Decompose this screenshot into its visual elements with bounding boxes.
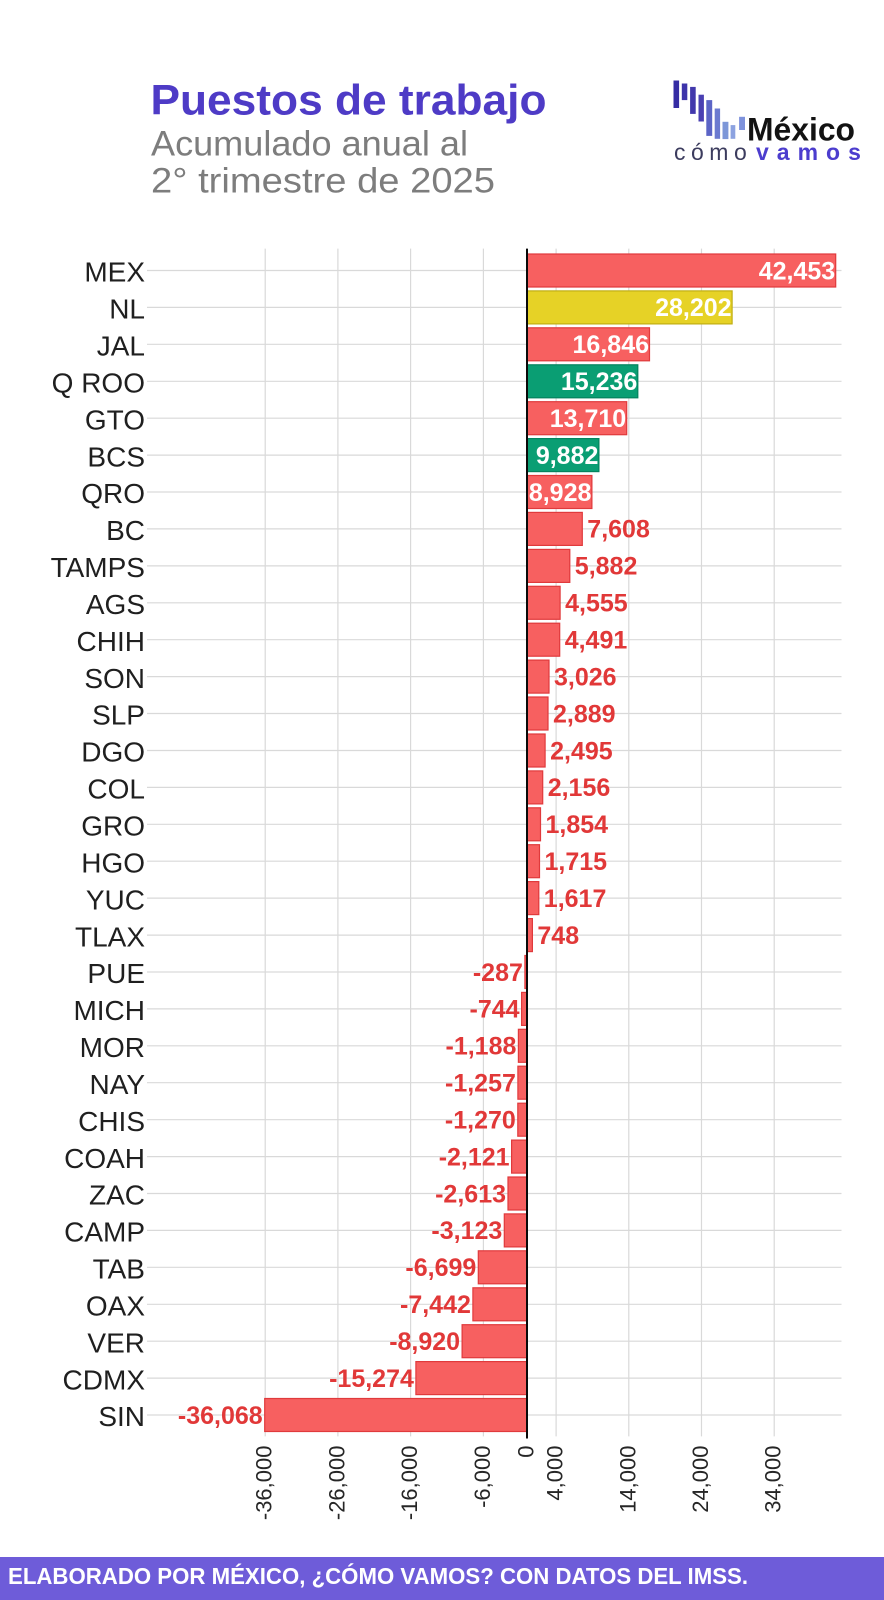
svg-text:24,000: 24,000 bbox=[688, 1446, 713, 1513]
svg-text:PUE: PUE bbox=[87, 958, 145, 989]
svg-text:-6,699: -6,699 bbox=[405, 1254, 476, 1282]
svg-text:CHIH: CHIH bbox=[77, 626, 145, 657]
svg-text:-2,613: -2,613 bbox=[435, 1180, 506, 1208]
svg-text:-7,442: -7,442 bbox=[400, 1291, 471, 1319]
svg-text:15,236: 15,236 bbox=[561, 368, 637, 396]
svg-text:4,555: 4,555 bbox=[565, 590, 628, 618]
svg-text:-15,274: -15,274 bbox=[329, 1365, 414, 1393]
svg-text:-26,000: -26,000 bbox=[324, 1446, 349, 1521]
svg-text:TAMPS: TAMPS bbox=[51, 552, 145, 583]
svg-text:CHIS: CHIS bbox=[78, 1106, 145, 1137]
svg-text:-1,270: -1,270 bbox=[445, 1107, 516, 1135]
svg-text:14,000: 14,000 bbox=[615, 1446, 640, 1513]
svg-text:-287: -287 bbox=[473, 959, 523, 987]
svg-text:42,453: 42,453 bbox=[759, 257, 835, 285]
svg-text:OAX: OAX bbox=[86, 1291, 145, 1322]
svg-text:-744: -744 bbox=[470, 996, 520, 1024]
svg-text:BC: BC bbox=[106, 515, 145, 546]
svg-text:TLAX: TLAX bbox=[75, 921, 145, 952]
svg-text:SLP: SLP bbox=[92, 700, 145, 731]
svg-text:5,882: 5,882 bbox=[575, 553, 638, 581]
svg-text:16,846: 16,846 bbox=[573, 331, 649, 359]
svg-text:México: México bbox=[747, 112, 855, 148]
svg-text:2,495: 2,495 bbox=[550, 737, 613, 765]
svg-text:BCS: BCS bbox=[87, 441, 145, 472]
svg-text:1,715: 1,715 bbox=[545, 848, 608, 876]
svg-text:GRO: GRO bbox=[81, 811, 145, 842]
svg-text:DGO: DGO bbox=[81, 737, 145, 768]
svg-text:NL: NL bbox=[109, 294, 145, 325]
svg-text:4,000: 4,000 bbox=[543, 1446, 568, 1501]
svg-text:GTO: GTO bbox=[85, 404, 145, 435]
svg-text:YUC: YUC bbox=[86, 884, 145, 915]
svg-text:3,026: 3,026 bbox=[554, 663, 617, 691]
svg-text:-6,000: -6,000 bbox=[470, 1446, 495, 1508]
svg-text:CAMP: CAMP bbox=[64, 1217, 145, 1248]
svg-text:34,000: 34,000 bbox=[761, 1446, 786, 1513]
svg-text:QRO: QRO bbox=[81, 478, 145, 509]
svg-text:TAB: TAB bbox=[93, 1254, 145, 1285]
svg-text:cómo: cómo bbox=[674, 139, 752, 165]
svg-text:ELABORADO POR MÉXICO, ¿CÓMO VA: ELABORADO POR MÉXICO, ¿CÓMO VAMOS? CON D… bbox=[8, 1562, 748, 1589]
svg-text:13,710: 13,710 bbox=[550, 405, 626, 433]
svg-text:-1,257: -1,257 bbox=[445, 1070, 516, 1098]
svg-text:1,617: 1,617 bbox=[544, 885, 607, 913]
svg-text:Acumulado anual al: Acumulado anual al bbox=[151, 125, 468, 164]
svg-text:-2,121: -2,121 bbox=[439, 1143, 510, 1171]
svg-text:748: 748 bbox=[537, 922, 579, 950]
svg-text:COL: COL bbox=[87, 774, 145, 805]
svg-text:HGO: HGO bbox=[81, 847, 145, 878]
svg-text:2,889: 2,889 bbox=[553, 700, 616, 728]
svg-text:SIN: SIN bbox=[98, 1401, 145, 1432]
svg-text:-8,920: -8,920 bbox=[389, 1328, 460, 1356]
svg-text:-36,000: -36,000 bbox=[252, 1446, 277, 1521]
svg-text:NAY: NAY bbox=[90, 1069, 146, 1100]
svg-text:-36,068: -36,068 bbox=[178, 1402, 263, 1430]
svg-text:28,202: 28,202 bbox=[655, 294, 731, 322]
svg-text:Q ROO: Q ROO bbox=[52, 368, 145, 399]
svg-text:AGS: AGS bbox=[86, 589, 145, 620]
svg-text:4,491: 4,491 bbox=[565, 627, 628, 655]
svg-text:1,854: 1,854 bbox=[546, 811, 609, 839]
svg-text:-3,123: -3,123 bbox=[431, 1217, 502, 1245]
svg-text:SON: SON bbox=[84, 663, 145, 694]
svg-text:2° trimestre de 2025: 2° trimestre de 2025 bbox=[151, 162, 495, 201]
svg-text:0: 0 bbox=[514, 1446, 539, 1458]
svg-text:MOR: MOR bbox=[80, 1032, 145, 1063]
svg-text:-1,188: -1,188 bbox=[446, 1033, 517, 1061]
svg-text:JAL: JAL bbox=[97, 331, 145, 362]
svg-text:CDMX: CDMX bbox=[63, 1364, 146, 1395]
svg-text:VER: VER bbox=[87, 1327, 145, 1358]
svg-text:MICH: MICH bbox=[73, 995, 145, 1026]
svg-text:9,882: 9,882 bbox=[536, 442, 599, 470]
svg-text:-16,000: -16,000 bbox=[397, 1446, 422, 1521]
svg-text:ZAC: ZAC bbox=[89, 1180, 145, 1211]
svg-text:2,156: 2,156 bbox=[548, 774, 611, 802]
svg-text:7,608: 7,608 bbox=[587, 516, 650, 544]
svg-text:8,928: 8,928 bbox=[529, 479, 592, 507]
svg-text:vamos: vamos bbox=[756, 139, 869, 165]
svg-text:Puestos de trabajo: Puestos de trabajo bbox=[151, 77, 547, 125]
svg-text:COAH: COAH bbox=[64, 1143, 145, 1174]
svg-text:MEX: MEX bbox=[84, 257, 145, 288]
